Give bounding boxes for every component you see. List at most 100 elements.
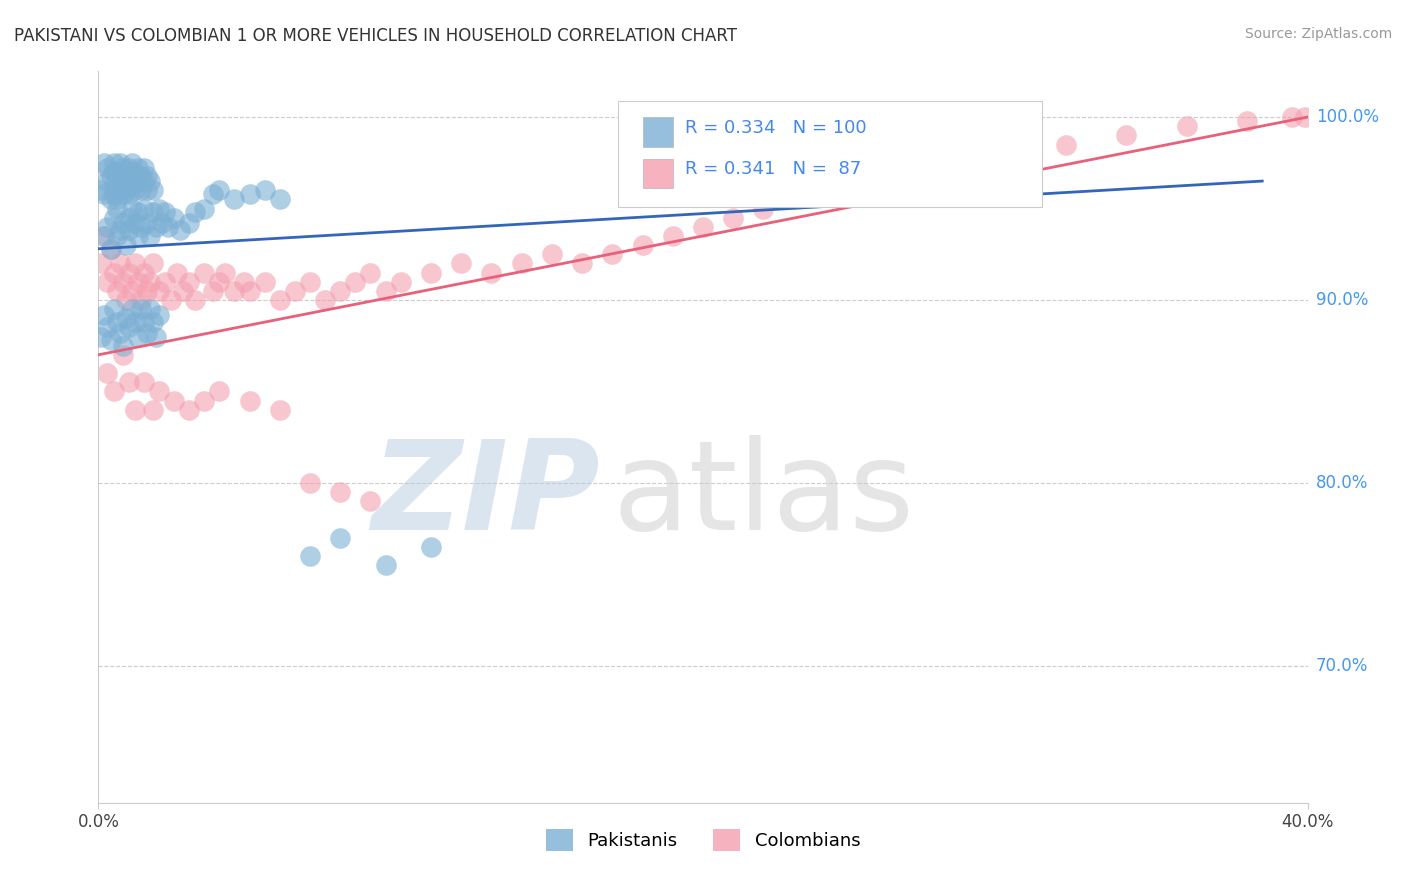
Point: [124, 216, 146, 230]
Point: [135, 183, 157, 197]
Point: [148, 384, 170, 399]
Point: [111, 275, 134, 289]
Point: [239, 284, 262, 298]
Point: [103, 384, 125, 399]
Point: [142, 183, 165, 197]
Point: [93, 228, 115, 243]
Point: [96, 275, 118, 289]
Point: [129, 293, 152, 307]
Point: [1294, 110, 1316, 124]
Point: [132, 375, 155, 389]
Point: [114, 311, 136, 326]
Point: [1115, 128, 1137, 143]
Point: [202, 186, 225, 201]
Point: [214, 265, 236, 279]
Point: [132, 265, 155, 279]
Point: [100, 242, 122, 256]
FancyBboxPatch shape: [619, 101, 1042, 207]
Point: [103, 178, 125, 192]
Point: [481, 265, 503, 279]
Point: [139, 174, 162, 188]
Point: [148, 202, 170, 216]
Point: [284, 284, 307, 298]
Point: [510, 256, 533, 270]
Point: [179, 275, 201, 289]
Point: [90, 256, 112, 270]
Point: [121, 178, 143, 192]
Point: [329, 284, 352, 298]
Point: [135, 169, 157, 183]
Point: [142, 402, 165, 417]
Point: [103, 211, 125, 225]
Point: [783, 192, 806, 206]
Point: [169, 223, 191, 237]
Point: [360, 494, 382, 508]
Point: [132, 174, 155, 188]
Point: [114, 238, 136, 252]
Point: [100, 242, 122, 256]
Point: [93, 186, 115, 201]
Point: [111, 161, 134, 176]
Text: PAKISTANI VS COLOMBIAN 1 OR MORE VEHICLES IN HOUSEHOLD CORRELATION CHART: PAKISTANI VS COLOMBIAN 1 OR MORE VEHICLE…: [14, 27, 737, 45]
Point: [121, 202, 143, 216]
Point: [127, 329, 149, 343]
Point: [142, 205, 165, 219]
Point: [111, 174, 134, 188]
Point: [145, 219, 167, 234]
Point: [142, 256, 165, 270]
Point: [540, 247, 562, 261]
Point: [389, 275, 412, 289]
Point: [108, 326, 131, 340]
Point: [108, 155, 131, 169]
Point: [160, 293, 183, 307]
Point: [139, 228, 162, 243]
Point: [129, 169, 152, 183]
Point: [132, 202, 155, 216]
Point: [121, 284, 143, 298]
Point: [118, 186, 141, 201]
Point: [103, 186, 125, 201]
Point: [163, 211, 186, 225]
Point: [103, 265, 125, 279]
Point: [374, 284, 396, 298]
Point: [450, 256, 472, 270]
Point: [253, 275, 276, 289]
Point: [96, 366, 118, 380]
Point: [374, 558, 396, 573]
Point: [139, 275, 162, 289]
Point: [118, 211, 141, 225]
Point: [96, 219, 118, 234]
Point: [142, 315, 165, 329]
Point: [121, 165, 143, 179]
Point: [105, 179, 128, 194]
Point: [934, 155, 956, 169]
Point: [360, 265, 382, 279]
Point: [208, 183, 231, 197]
Point: [124, 256, 146, 270]
Point: [127, 228, 149, 243]
Point: [111, 186, 134, 201]
Point: [208, 384, 231, 399]
Point: [114, 183, 136, 197]
Point: [124, 315, 146, 329]
FancyBboxPatch shape: [643, 159, 673, 188]
Point: [329, 531, 352, 545]
FancyBboxPatch shape: [643, 118, 673, 146]
Point: [692, 219, 714, 234]
Point: [163, 393, 186, 408]
Point: [153, 275, 176, 289]
Point: [329, 484, 352, 499]
Point: [90, 183, 112, 197]
Point: [202, 284, 225, 298]
Point: [124, 183, 146, 197]
Point: [118, 375, 141, 389]
Point: [1281, 110, 1303, 124]
Point: [100, 192, 122, 206]
Point: [232, 275, 254, 289]
Point: [103, 165, 125, 179]
Point: [172, 284, 194, 298]
Point: [105, 192, 128, 206]
Point: [114, 169, 136, 183]
Point: [299, 475, 322, 490]
Point: [121, 301, 143, 316]
